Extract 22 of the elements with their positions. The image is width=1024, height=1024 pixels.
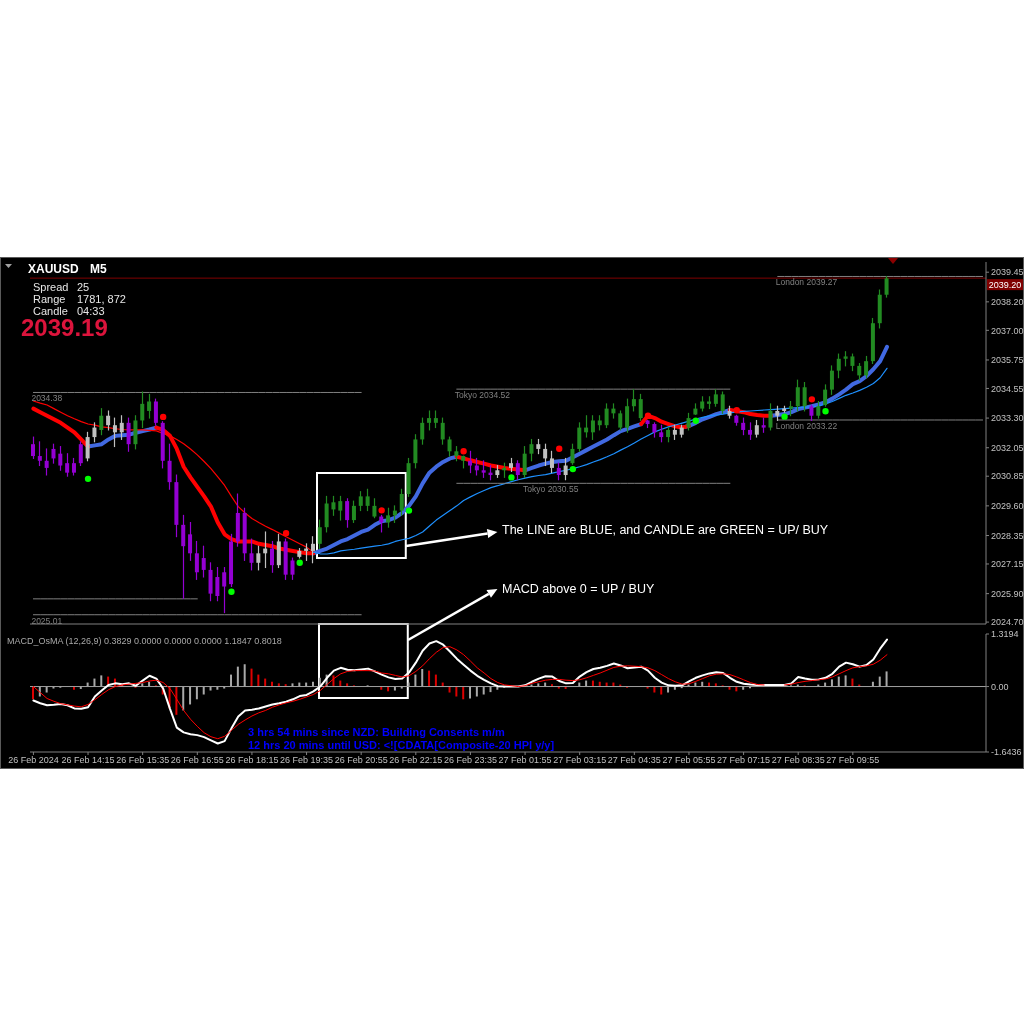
chart-title: MACD_OsMA (12,26,9) 0.3829 0.0000 0.0000 0.0000 1.1847 0.8018 — [7, 636, 282, 647]
x-tick-label: 26 Feb 2024 — [8, 755, 59, 766]
x-tick-label: 26 Feb 23:35 — [443, 755, 497, 766]
x-tick-label: 27 Feb 05:55 — [662, 755, 716, 766]
x-tick-label: 26 Feb 19:35 — [280, 755, 334, 766]
x-tick-label: 27 Feb 01:55 — [498, 755, 552, 766]
x-tick-label: 26 Feb 22:15 — [389, 755, 443, 766]
x-tick-label: 26 Feb 16:55 — [170, 755, 224, 766]
x-tick-label: 26 Feb 15:35 — [116, 755, 170, 766]
x-tick-label: 27 Feb 03:15 — [553, 755, 607, 766]
x-tick-label: 26 Feb 20:55 — [334, 755, 388, 766]
y-tick-label: -1.6436 — [991, 747, 1022, 758]
x-tick-label: 27 Feb 09:55 — [826, 755, 880, 766]
x-tick-label: 27 Feb 07:15 — [717, 755, 771, 766]
x-tick-label: 26 Feb 18:15 — [225, 755, 279, 766]
x-tick-label: 27 Feb 08:35 — [771, 755, 825, 766]
annotation: 12 hrs 20 mins until USD: <![CDATA[Composite-20 HPI y/y] — [248, 739, 555, 752]
annotation: 3 hrs 54 mins since NZD: Building Consents m/m — [248, 726, 505, 739]
y-tick-label: 0.00 — [991, 681, 1009, 692]
y-tick-label: 1.3194 — [991, 629, 1019, 640]
x-tick-label: 26 Feb 14:15 — [61, 755, 115, 766]
x-tick-label: 27 Feb 04:35 — [607, 755, 661, 766]
